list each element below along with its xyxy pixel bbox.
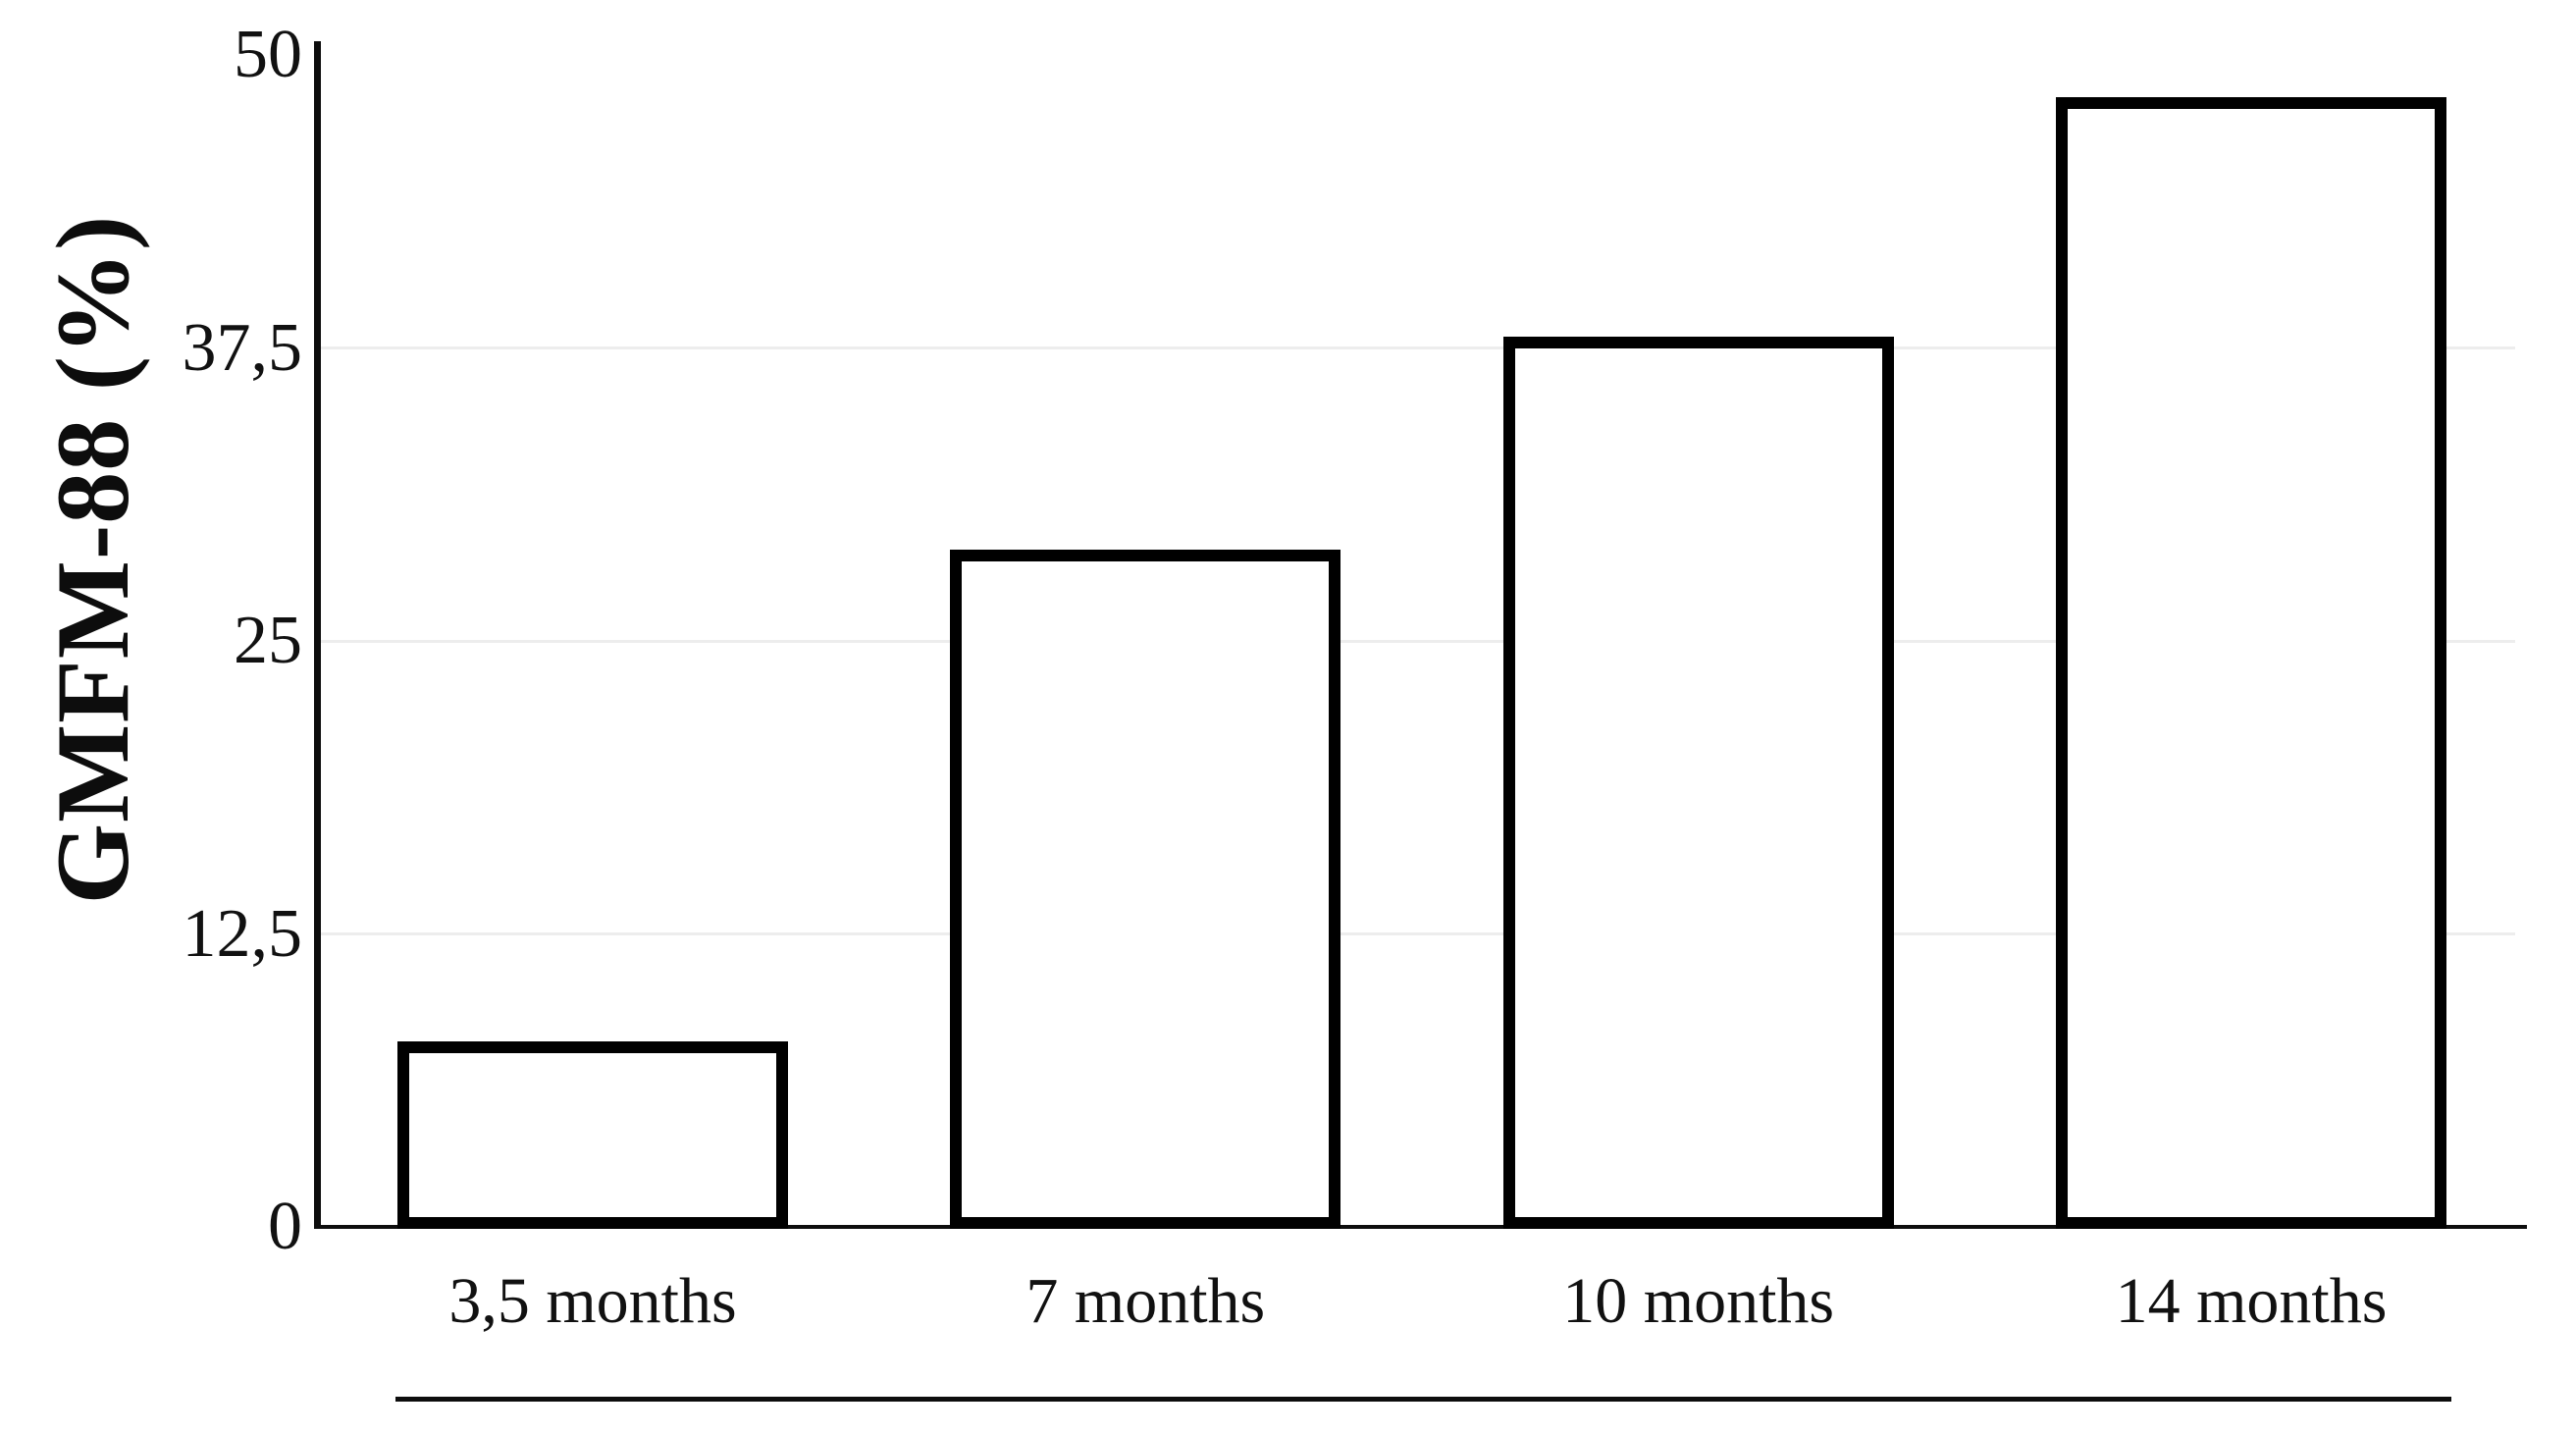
- gridline-12.5: [317, 932, 2515, 935]
- y-axis-line: [314, 41, 321, 1229]
- x-axis-baseline: [314, 1225, 2527, 1229]
- y-tick-label-0: 0: [268, 1189, 302, 1264]
- x-tick-label-7-months: 7 months: [1025, 1265, 1266, 1337]
- bar-7-months: [950, 549, 1341, 1229]
- y-tick-label-50: 50: [234, 17, 302, 92]
- y-tick-label-25: 25: [234, 603, 302, 678]
- bar-10-months: [1502, 336, 1894, 1229]
- bar-3-5-months: [397, 1041, 788, 1229]
- bar-14-months: [2056, 96, 2446, 1229]
- bottom-separator-line: [395, 1397, 2451, 1402]
- gridline-25: [317, 639, 2515, 643]
- x-tick-label-14-months: 14 months: [2115, 1265, 2388, 1337]
- gridline-37.5: [317, 346, 2515, 349]
- x-tick-label-3-5-months: 3,5 months: [448, 1265, 737, 1337]
- y-tick-label-12,5: 12,5: [182, 895, 303, 972]
- x-tick-label-10-months: 10 months: [1562, 1265, 1835, 1337]
- y-tick-label-37,5: 37,5: [182, 309, 303, 386]
